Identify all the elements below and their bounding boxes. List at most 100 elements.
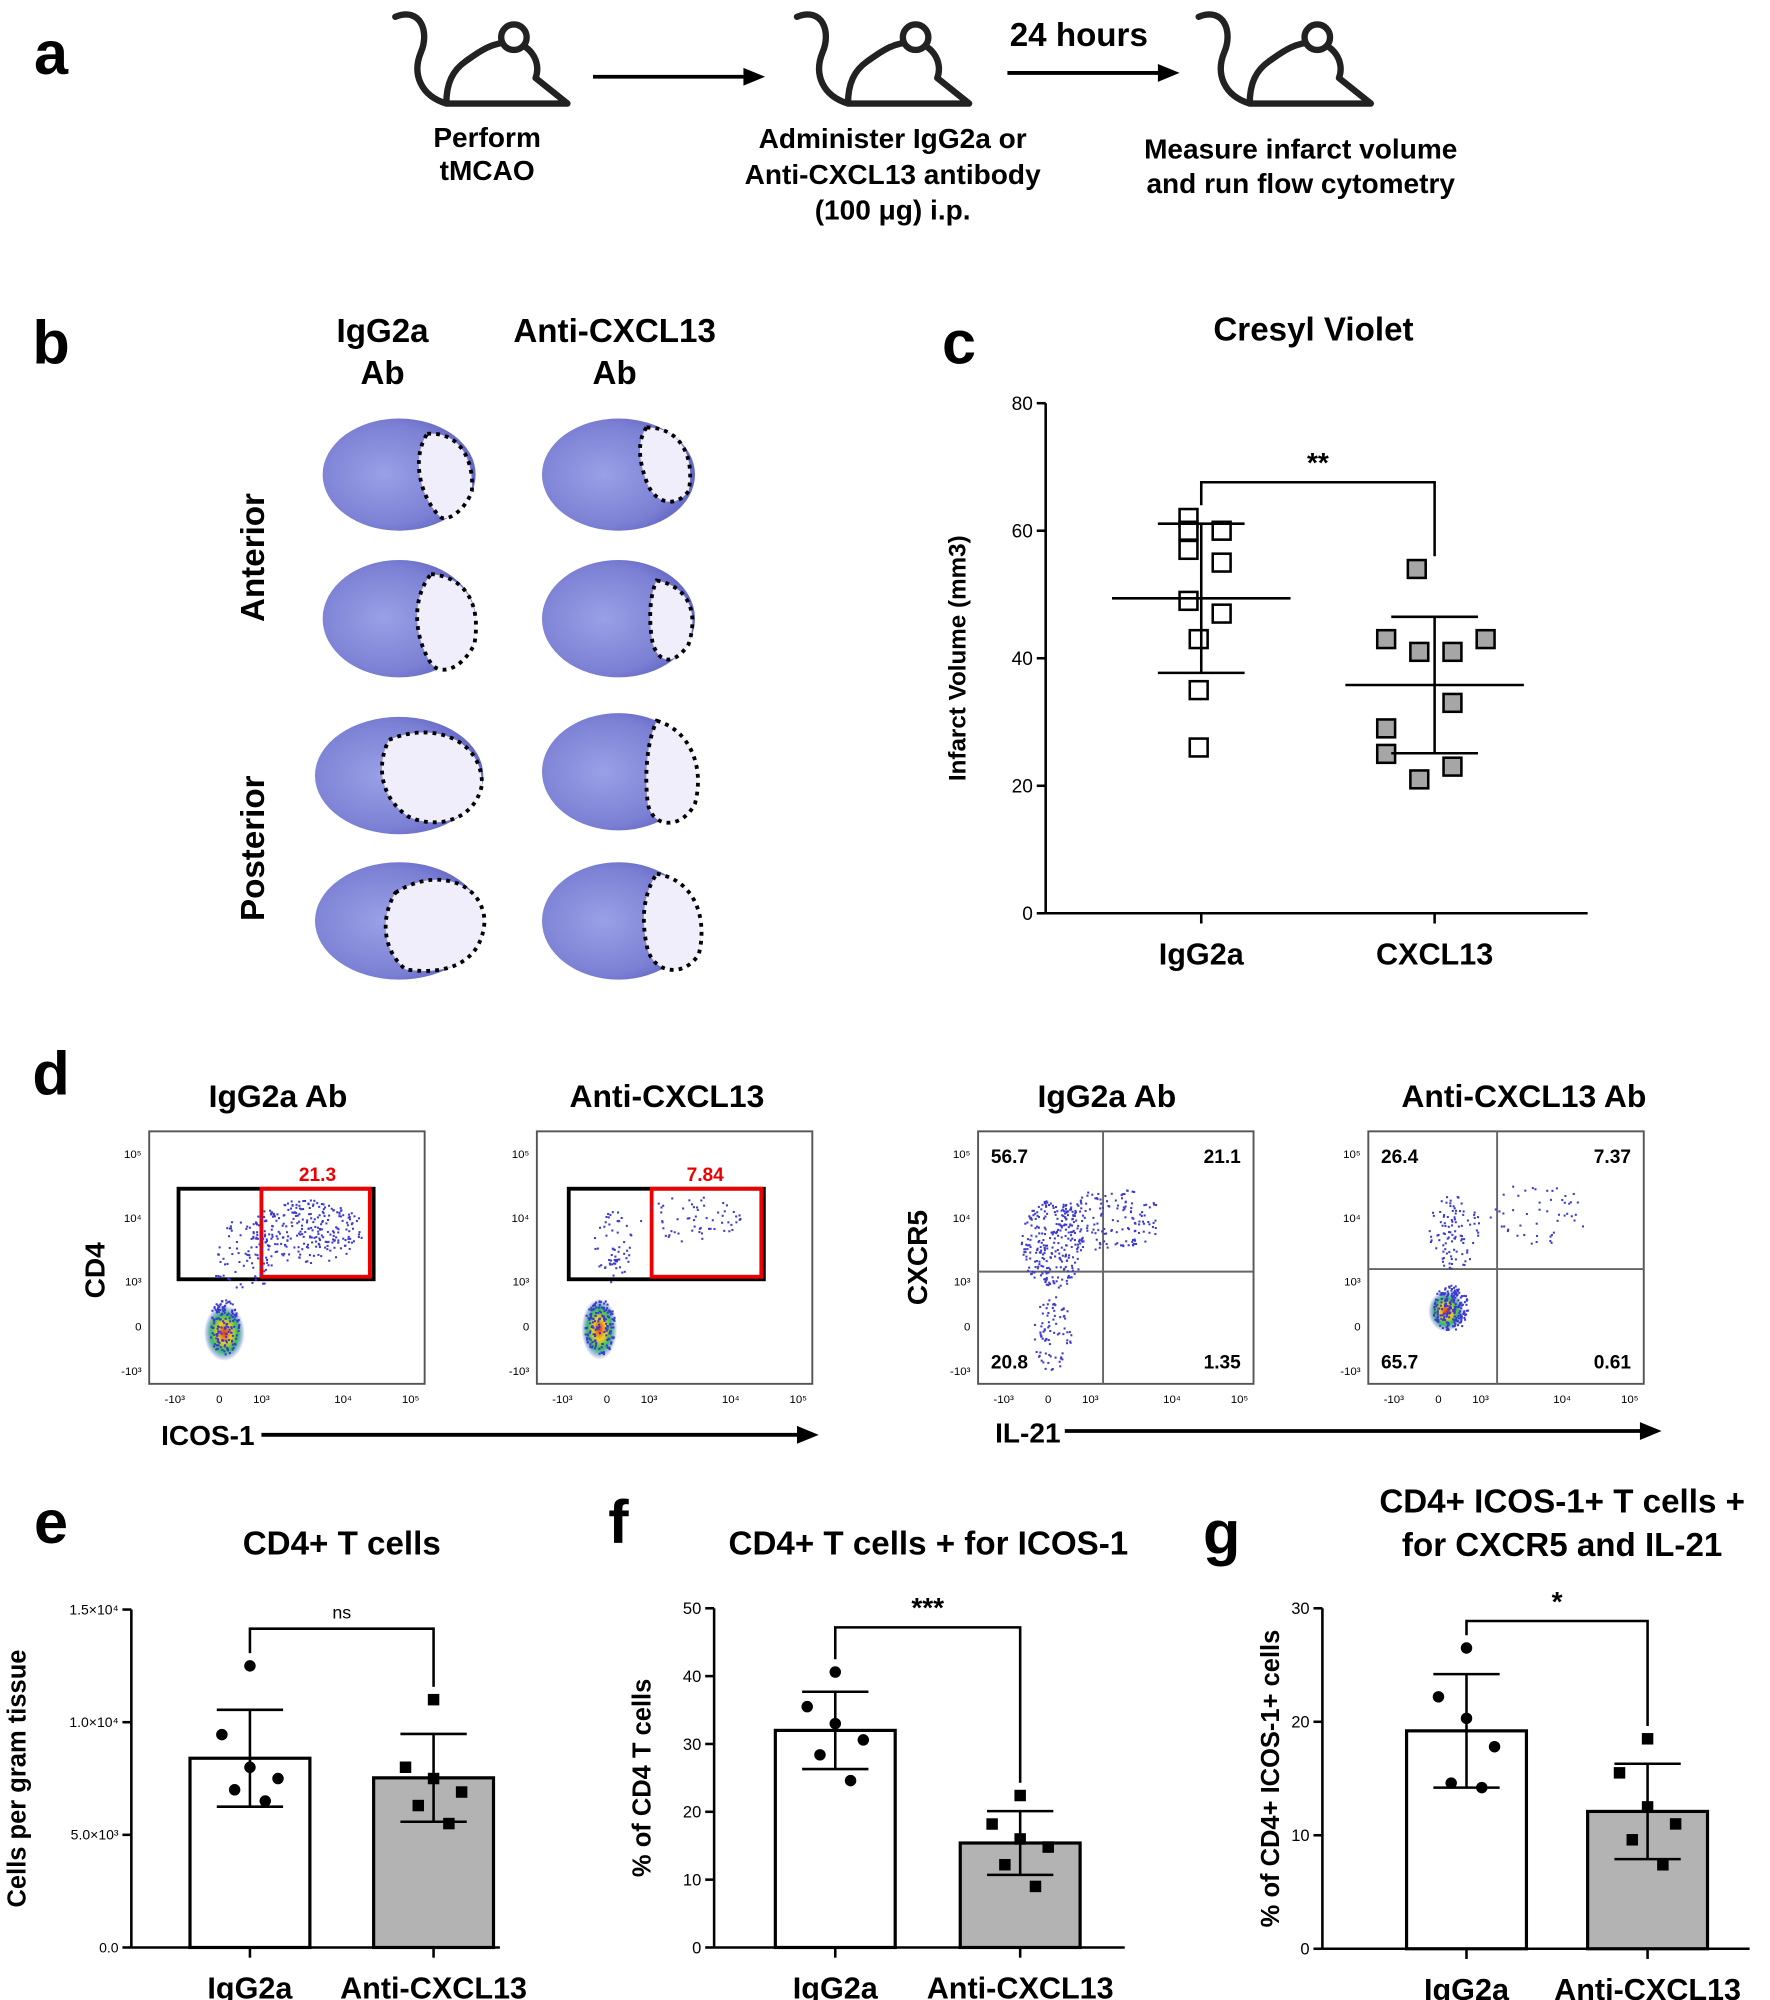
event-dot bbox=[620, 1216, 623, 1220]
event-dot bbox=[234, 1315, 237, 1318]
event-dot bbox=[1469, 1223, 1472, 1226]
event-dot bbox=[266, 1244, 269, 1247]
event-dot bbox=[321, 1219, 324, 1223]
event-dot bbox=[1536, 1234, 1539, 1238]
event-dot bbox=[1099, 1207, 1102, 1210]
event-dot bbox=[1445, 1299, 1448, 1302]
event-dot bbox=[1127, 1228, 1130, 1231]
event-dot bbox=[1461, 1325, 1464, 1328]
event-dot bbox=[593, 1340, 596, 1343]
event-dot bbox=[1026, 1244, 1029, 1247]
event-dot bbox=[290, 1207, 293, 1210]
event-dot bbox=[266, 1261, 269, 1264]
event-dot bbox=[1463, 1238, 1466, 1241]
mouse-icon bbox=[797, 14, 969, 103]
event-dot bbox=[1057, 1242, 1060, 1245]
event-dot bbox=[1049, 1202, 1052, 1205]
event-dot bbox=[688, 1217, 691, 1220]
event-dot bbox=[225, 1325, 228, 1328]
event-dot bbox=[350, 1223, 353, 1226]
event-dot bbox=[1060, 1246, 1063, 1249]
event-dot bbox=[339, 1247, 342, 1250]
event-dot bbox=[1044, 1339, 1047, 1342]
event-dot bbox=[609, 1323, 612, 1326]
event-dot bbox=[349, 1218, 352, 1221]
event-dot bbox=[1106, 1200, 1109, 1203]
data-point bbox=[1460, 1712, 1473, 1725]
event-dot bbox=[298, 1220, 301, 1223]
event-dot bbox=[1449, 1303, 1452, 1306]
event-dot bbox=[1023, 1251, 1026, 1254]
event-dot bbox=[608, 1262, 611, 1265]
event-dot bbox=[1046, 1244, 1049, 1247]
data-point bbox=[399, 1761, 412, 1773]
event-dot bbox=[1064, 1254, 1067, 1257]
event-dot bbox=[312, 1254, 315, 1257]
event-dot bbox=[211, 1309, 214, 1312]
event-dot bbox=[1043, 1258, 1046, 1261]
event-dot bbox=[259, 1265, 262, 1268]
event-dot bbox=[1451, 1220, 1454, 1223]
event-dot bbox=[1463, 1316, 1466, 1320]
event-dot bbox=[1057, 1276, 1060, 1279]
event-dot bbox=[284, 1244, 287, 1247]
event-dot bbox=[1100, 1202, 1103, 1205]
event-dot bbox=[1439, 1221, 1442, 1224]
event-dot bbox=[1446, 1311, 1449, 1314]
event-dot bbox=[1154, 1219, 1157, 1222]
step-label: Administer IgG2a or bbox=[759, 123, 1027, 154]
event-dot bbox=[1052, 1303, 1055, 1306]
event-dot bbox=[605, 1308, 608, 1312]
event-dot bbox=[1095, 1238, 1098, 1241]
event-dot bbox=[329, 1233, 332, 1236]
event-dot bbox=[291, 1225, 294, 1228]
event-dot bbox=[302, 1200, 305, 1203]
event-dot bbox=[693, 1219, 696, 1222]
event-dot bbox=[304, 1231, 307, 1234]
event-dot bbox=[1131, 1202, 1134, 1205]
event-dot bbox=[1074, 1243, 1077, 1246]
event-dot bbox=[1468, 1258, 1471, 1261]
event-dot bbox=[1039, 1351, 1042, 1354]
event-dot bbox=[627, 1260, 630, 1263]
event-dot bbox=[227, 1338, 231, 1342]
flow-x-tick: -10³ bbox=[165, 1394, 186, 1406]
event-dot bbox=[328, 1204, 331, 1207]
event-dot bbox=[682, 1207, 685, 1210]
event-dot bbox=[1045, 1276, 1048, 1280]
event-dot bbox=[1026, 1221, 1029, 1224]
event-dot bbox=[1040, 1249, 1043, 1252]
event-dot bbox=[239, 1221, 242, 1224]
event-dot bbox=[1094, 1197, 1097, 1200]
event-dot bbox=[1454, 1319, 1457, 1322]
event-dot bbox=[660, 1211, 663, 1214]
event-dot bbox=[282, 1222, 285, 1225]
event-dot bbox=[606, 1328, 609, 1331]
event-dot bbox=[1458, 1312, 1461, 1315]
event-dot bbox=[235, 1286, 238, 1289]
event-dot bbox=[1082, 1246, 1085, 1249]
event-dot bbox=[1443, 1315, 1446, 1318]
data-point bbox=[244, 1761, 256, 1773]
event-dot bbox=[1428, 1230, 1431, 1233]
event-dot bbox=[1466, 1249, 1469, 1252]
event-dot bbox=[238, 1325, 241, 1328]
event-dot bbox=[1451, 1209, 1454, 1212]
event-dot bbox=[1473, 1216, 1476, 1219]
event-dot bbox=[351, 1227, 354, 1230]
event-dot bbox=[271, 1224, 274, 1227]
event-dot bbox=[333, 1246, 336, 1249]
event-dot bbox=[603, 1316, 606, 1319]
event-dot bbox=[255, 1222, 258, 1225]
event-dot bbox=[1129, 1211, 1132, 1214]
event-dot bbox=[1465, 1313, 1468, 1316]
event-dot bbox=[664, 1234, 667, 1237]
event-dot bbox=[1065, 1210, 1068, 1213]
event-dot bbox=[341, 1219, 344, 1222]
event-dot bbox=[1455, 1316, 1458, 1319]
event-dot bbox=[281, 1253, 284, 1256]
event-dot bbox=[1071, 1224, 1074, 1227]
event-dot bbox=[1046, 1267, 1049, 1270]
event-dot bbox=[589, 1317, 592, 1320]
event-dot bbox=[299, 1233, 302, 1236]
